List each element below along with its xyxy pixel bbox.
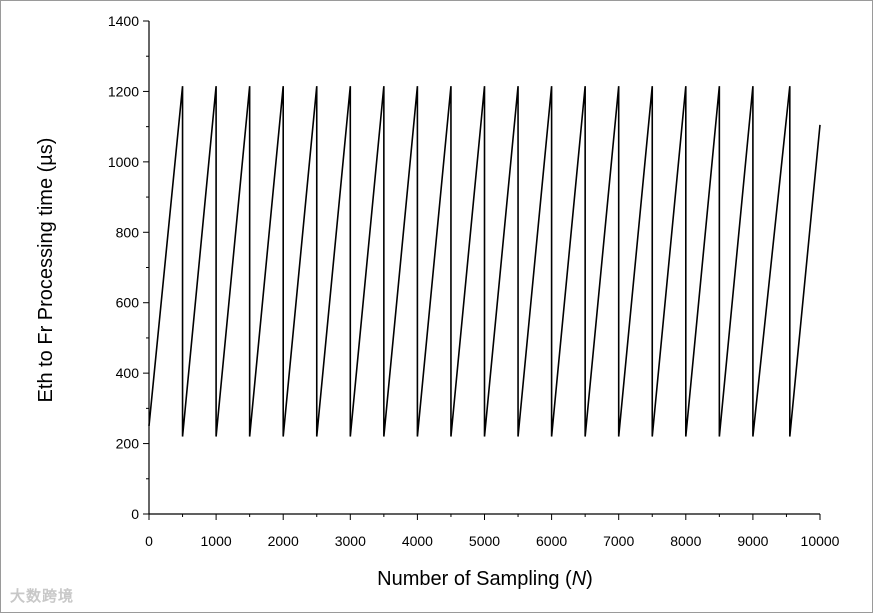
x-tick-label: 2000 (268, 533, 299, 549)
x-tick-label: 3000 (335, 533, 366, 549)
x-tick-label: 1000 (201, 533, 232, 549)
series-group (148, 86, 821, 437)
x-tick-label: 6000 (536, 533, 567, 549)
x-tick-label: 5000 (469, 533, 500, 549)
series-line (148, 86, 821, 437)
x-axis-title: Number of Sampling (N) (377, 568, 593, 590)
x-tick-label: 8000 (670, 533, 701, 549)
x-tick-label: 7000 (603, 533, 634, 549)
y-axis-title: Eth to Fr Processing time (µs) (35, 138, 57, 403)
x-tick-label: 4000 (402, 533, 433, 549)
x-tick-label: 10000 (801, 533, 840, 549)
y-tick-label: 1200 (108, 83, 139, 99)
y-tick-label: 400 (116, 365, 140, 381)
y-tick-label: 0 (131, 506, 139, 522)
y-tick-label: 800 (116, 224, 140, 240)
x-tick-label: 0 (145, 533, 153, 549)
watermark-logo: 大数跨境 (10, 587, 75, 605)
y-tick-label: 200 (116, 436, 140, 452)
y-tick-label: 600 (116, 295, 140, 311)
y-tick-label: 1000 (108, 154, 139, 170)
axes-group: 0 200 400 600 800 1000 1200 1400 0 1000 2000 3000 40… (108, 13, 840, 549)
x-tick-label: 9000 (737, 533, 768, 549)
y-tick-label: 1400 (108, 13, 139, 29)
